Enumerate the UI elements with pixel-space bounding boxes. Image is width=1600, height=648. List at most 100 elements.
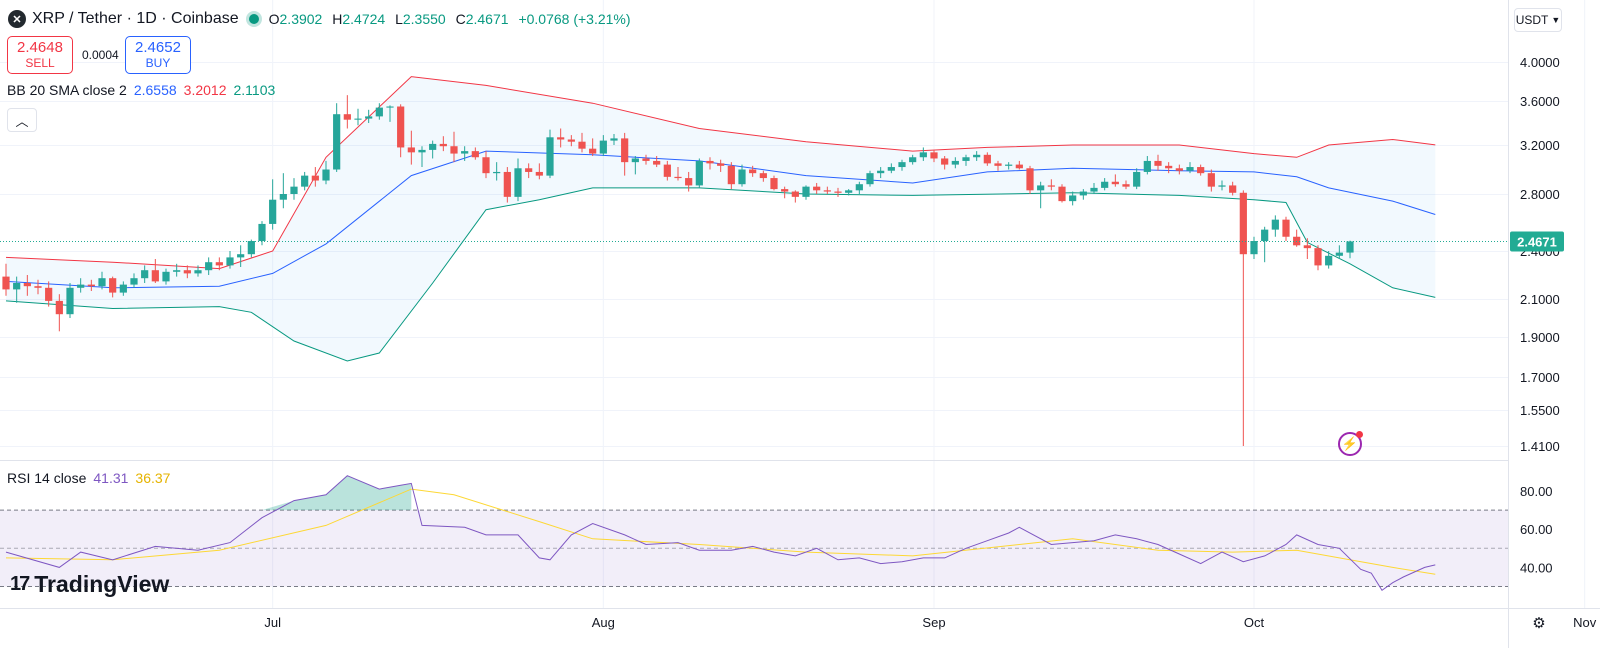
rsi-axis[interactable]: 80.00 60.00 40.00 (1520, 484, 1553, 575)
rsi-tick-label: 80.00 (1520, 484, 1553, 499)
candle-body (941, 158, 949, 165)
candle-body (962, 157, 970, 161)
candle-body (23, 283, 31, 287)
candle-body (269, 199, 277, 224)
buy-label: BUY (145, 56, 171, 70)
notification-dot (1356, 431, 1363, 438)
candle-body (173, 270, 181, 272)
candle-body (162, 271, 170, 282)
symbol-header[interactable]: ✕ XRP / Tether · 1D · Coinbase O2.3902 H… (8, 8, 637, 30)
chevron-up-icon: ︿ (15, 113, 29, 129)
candle-body (557, 137, 565, 140)
candle-body (813, 186, 821, 191)
buy-button[interactable]: 2.4652 BUY (125, 36, 191, 74)
tradingview-logo-icon: 17 (10, 573, 30, 595)
grid-lines (0, 0, 1586, 608)
candle-body (1282, 219, 1290, 237)
ohlc-high-value: 2.4724 (342, 11, 386, 27)
candle-body (1133, 171, 1141, 187)
currency-select[interactable]: USDT ▼ (1514, 8, 1562, 32)
candle-body (1143, 160, 1151, 172)
candle-body (567, 139, 575, 142)
last-price-tag: 2.4671 (1510, 231, 1564, 252)
price-tick-label: 2.1000 (1520, 292, 1560, 307)
candle-body (109, 278, 117, 293)
symbol-title[interactable]: XRP / Tether · 1D · Coinbase (32, 10, 239, 27)
candle-body (55, 300, 63, 315)
ohlc-values: O2.3902 H2.4724 L2.3550 C2.4671 +0.0768 … (269, 11, 637, 27)
collapse-legend-button[interactable]: ︿ (7, 108, 37, 132)
bollinger-lower-line (5, 187, 1436, 362)
rsi-legend[interactable]: RSI 14 close 41.31 36.37 (7, 470, 177, 486)
time-tick-label: Aug (592, 615, 615, 630)
buy-price: 2.4652 (135, 39, 181, 56)
candle-body (354, 118, 362, 120)
candle-body (887, 167, 895, 171)
candle-body (546, 137, 554, 176)
sell-price: 2.4648 (17, 39, 63, 56)
candle-body (1037, 185, 1045, 191)
candle-body (439, 143, 447, 147)
candle-body (407, 147, 415, 153)
rsi-tick-label: 60.00 (1520, 522, 1553, 537)
candle-body (727, 165, 735, 185)
candle-body (397, 106, 405, 148)
chevron-down-icon: ▼ (1551, 15, 1561, 25)
candle-body (365, 116, 373, 119)
candle-body (429, 143, 437, 150)
rsi-tick-label: 40.00 (1520, 560, 1553, 575)
lightning-icon[interactable]: ⚡ (1338, 431, 1363, 456)
candle-body (994, 163, 1002, 166)
candle-body (599, 140, 607, 154)
live-status-icon (248, 14, 259, 24)
candle-body (514, 168, 522, 197)
candle-body (738, 169, 746, 185)
candle-body (375, 107, 383, 117)
xrp-logo-icon: ✕ (8, 10, 26, 28)
candle-body (983, 154, 991, 164)
time-axis[interactable]: Jul Aug Sep Oct Nov (264, 615, 1596, 630)
candle-body (919, 152, 927, 158)
bollinger-legend-label: BB 20 SMA close 2 (7, 82, 127, 98)
candle-body (1218, 185, 1226, 187)
candle-body (1250, 241, 1258, 255)
candle-body (503, 171, 511, 197)
candle-body (866, 173, 874, 185)
sell-button[interactable]: 2.4648 SELL (7, 36, 73, 74)
bollinger-band-fill (6, 76, 1436, 361)
candle-body (1175, 168, 1183, 171)
ohlc-close-value: 2.4671 (465, 11, 509, 27)
price-tick-label: 1.4100 (1520, 439, 1560, 454)
candle-body (589, 148, 597, 154)
gear-icon[interactable]: ⚙ (1532, 615, 1546, 632)
price-axis[interactable]: 4.00003.60003.20002.80002.40002.10001.90… (1520, 55, 1560, 454)
tradingview-brand[interactable]: 17 TradingView (10, 571, 169, 598)
candle-body (1165, 165, 1173, 169)
candle-body (13, 283, 21, 290)
candle-body (450, 146, 458, 154)
ohlc-close-key: C (455, 11, 466, 27)
bollinger-legend[interactable]: BB 20 SMA close 2 2.6558 3.2012 2.1103 (7, 82, 282, 98)
candle-body (493, 171, 501, 174)
candle-body (791, 191, 799, 197)
candle-body (1015, 164, 1023, 169)
candle-body (749, 169, 757, 174)
candle-body (1005, 164, 1013, 166)
candle-body (290, 186, 298, 194)
candle-body (610, 138, 618, 141)
candle-body (578, 141, 586, 149)
bollinger-basis-value: 2.6558 (133, 82, 177, 98)
candle-body (759, 173, 767, 179)
bollinger-basis-line (5, 150, 1436, 289)
candle-body (1101, 181, 1109, 188)
rsi-overbought-fill (262, 475, 412, 511)
time-tick-label: Nov (1573, 615, 1597, 630)
candle-body (631, 158, 639, 163)
candle-body (215, 262, 223, 266)
candle-body (877, 170, 885, 174)
spread-value: 0.0004 (82, 48, 119, 62)
candle-body (66, 287, 74, 315)
candle-body (151, 270, 159, 282)
candle-body (461, 151, 469, 154)
